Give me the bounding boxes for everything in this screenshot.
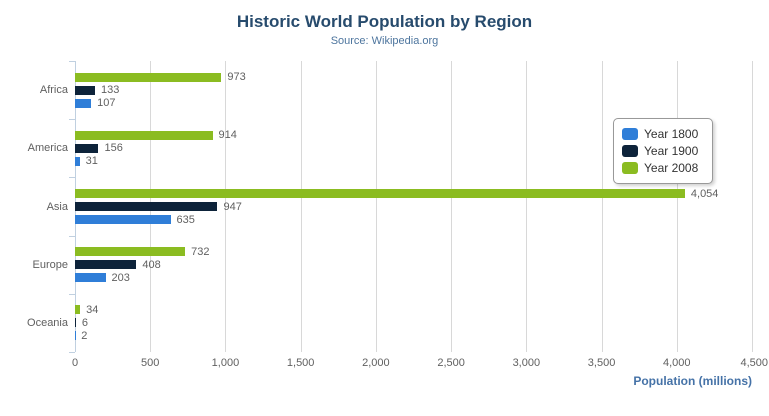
bar-data-label: 133 <box>101 84 120 97</box>
x-axis-tick-label: 4,500 <box>740 357 768 369</box>
x-axis-tick-label: 500 <box>141 357 160 369</box>
legend-item-label: Year 1800 <box>644 127 699 141</box>
bar-america-year-1900[interactable] <box>75 143 99 153</box>
category-axis-tick <box>69 119 75 120</box>
bar-data-label: 2 <box>81 329 88 342</box>
legend-item-label: Year 1900 <box>644 144 699 158</box>
category-label-asia: Asia <box>46 200 68 213</box>
category-axis-tick <box>69 352 75 353</box>
legend-item-label: Year 2008 <box>644 161 699 175</box>
plot-area: Africa 973 133 107 America 914 156 31 Asia 4,054 9… <box>27 61 753 353</box>
gridline <box>676 61 678 352</box>
gridline <box>526 61 528 352</box>
x-axis-tick-label: 4,000 <box>663 357 691 369</box>
x-axis-tick-label: 3,000 <box>512 357 541 369</box>
x-axis-tick-label: 2,000 <box>362 357 390 369</box>
bar-africa-year-2008[interactable] <box>75 72 222 82</box>
legend-symbol-icon <box>622 162 638 174</box>
legend-item-year-1900[interactable]: Year 1900 <box>622 143 704 159</box>
bar-data-label: 635 <box>176 213 195 226</box>
category-axis-tick <box>69 236 75 237</box>
x-axis-tick-label: 1,500 <box>286 357 315 369</box>
legend-symbol-icon <box>622 145 638 157</box>
category-axis-tick <box>69 177 75 178</box>
gridline <box>451 61 453 352</box>
category-label-africa: Africa <box>39 84 68 97</box>
bar-america-year-2008[interactable] <box>75 130 213 140</box>
gridline <box>375 61 377 352</box>
bar-data-label: 31 <box>85 155 98 168</box>
legend-item-year-2008[interactable]: Year 2008 <box>622 160 704 176</box>
category-label-america: America <box>27 142 68 155</box>
category-axis-tick <box>69 294 75 295</box>
bar-data-label: 408 <box>142 258 161 271</box>
legend: Year 1800 Year 1900 Year 2008 <box>613 118 713 184</box>
bar-data-label: 4,054 <box>690 187 719 200</box>
bar-data-label: 947 <box>223 200 242 213</box>
bar-data-label: 156 <box>104 142 123 155</box>
category-axis-tick <box>69 61 75 62</box>
legend-symbol-icon <box>622 128 638 140</box>
bar-oceania-year-1900[interactable] <box>75 318 76 328</box>
x-axis-tick-label: 1,000 <box>211 357 240 369</box>
x-axis-tick-label: 3,500 <box>587 357 616 369</box>
bar-asia-year-1900[interactable] <box>75 202 218 211</box>
bar-europe-year-1800[interactable] <box>75 273 106 283</box>
x-axis-title: Population (millions) <box>633 374 752 388</box>
bar-africa-year-1900[interactable] <box>75 85 95 95</box>
chart-title: Historic World Population by Region <box>236 12 533 31</box>
bar-asia-year-1800[interactable] <box>75 215 171 224</box>
gridline <box>601 61 603 352</box>
bar-data-label: 34 <box>86 303 99 316</box>
bar-europe-year-2008[interactable] <box>75 247 186 257</box>
chart-subtitle: Source: Wikipedia.org <box>330 35 439 47</box>
bar-data-label: 732 <box>191 245 210 258</box>
legend-item-year-1800[interactable]: Year 1800 <box>622 126 704 142</box>
bar-europe-year-1900[interactable] <box>75 260 137 270</box>
bar-oceania-year-2008[interactable] <box>75 305 81 315</box>
bar-data-label: 914 <box>218 129 237 142</box>
export-menu-button[interactable] <box>728 19 752 37</box>
x-axis-tick-label: 2,500 <box>437 357 465 369</box>
bar-asia-year-2008[interactable] <box>75 189 685 198</box>
category-label-oceania: Oceania <box>27 316 68 329</box>
x-axis-tick-label: 0 <box>71 357 79 369</box>
gridline <box>752 61 753 352</box>
gridline <box>300 61 302 352</box>
bar-africa-year-1800[interactable] <box>75 98 92 108</box>
bar-data-label: 973 <box>227 71 246 84</box>
bar-data-label: 107 <box>97 97 116 110</box>
bar-america-year-1800[interactable] <box>75 156 80 166</box>
bar-data-label: 203 <box>111 271 130 284</box>
bar-data-label: 6 <box>81 316 89 329</box>
gridline <box>225 61 227 352</box>
category-label-europe: Europe <box>32 258 68 271</box>
